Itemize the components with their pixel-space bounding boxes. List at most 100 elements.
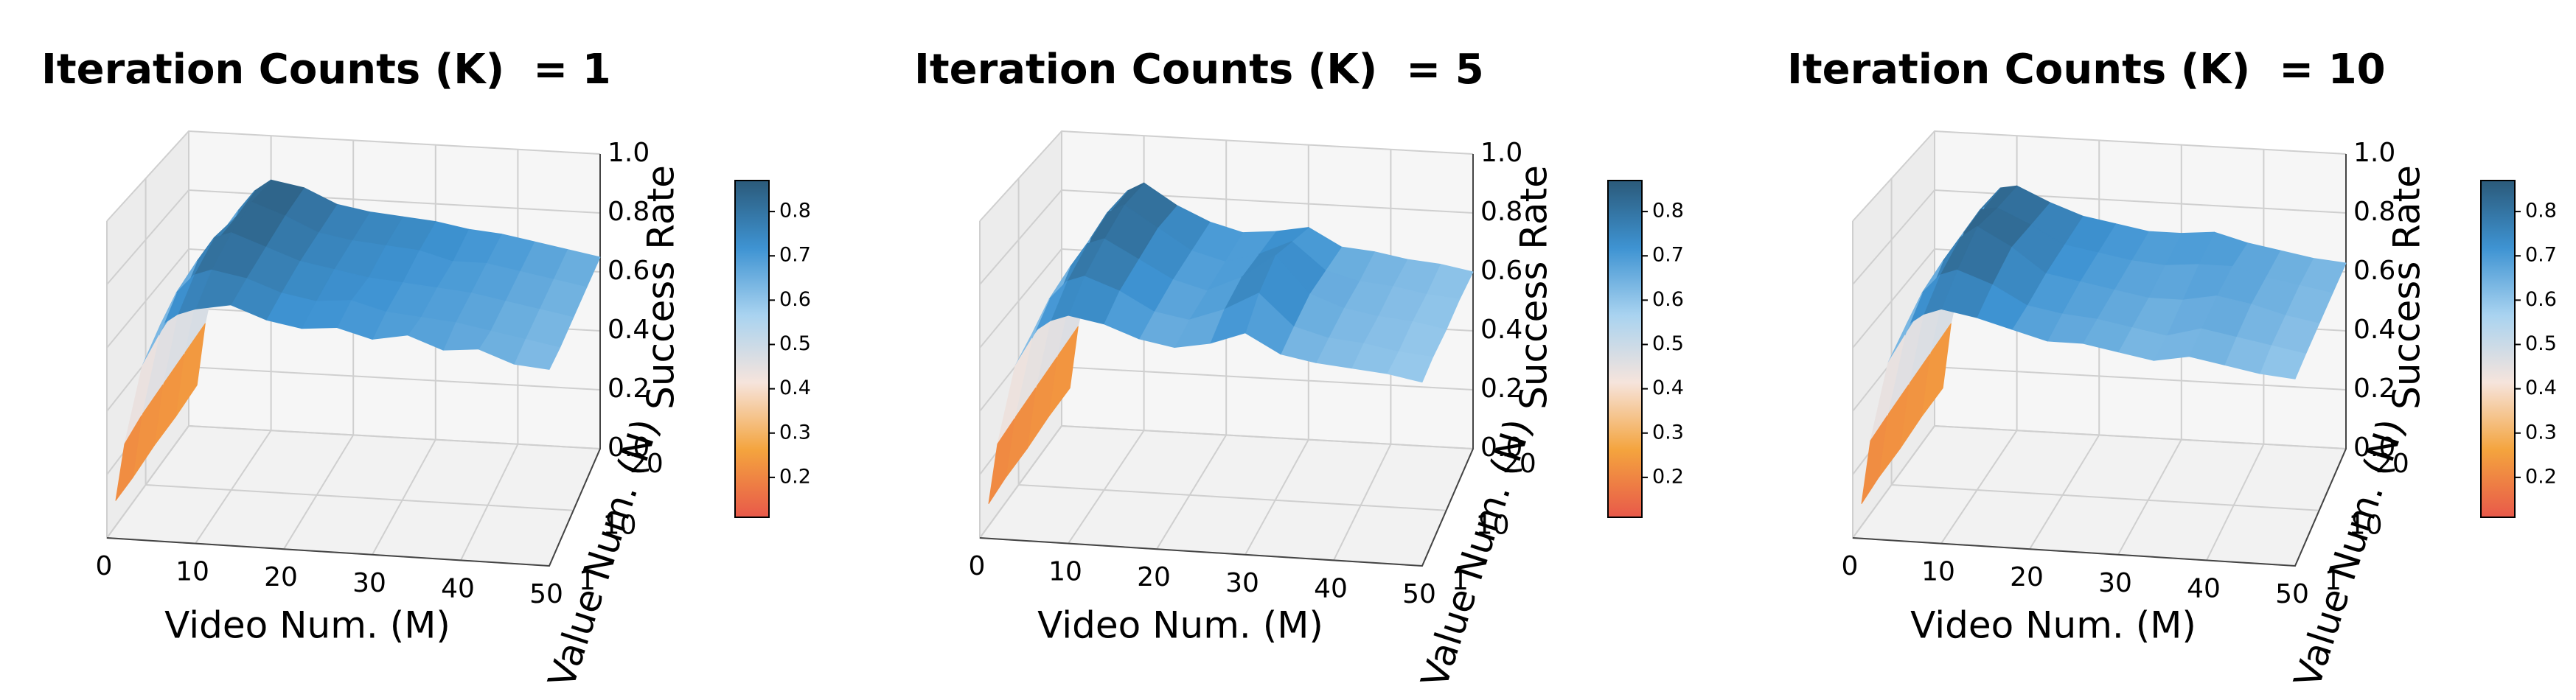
colorbar-tick-label: 0.5 — [779, 332, 811, 355]
colorbar-tick-label: 0.3 — [1652, 421, 1684, 444]
subplot: 0 10 20 30 40 50 110200.00.20.40.60.81.0Iterat… — [914, 46, 1684, 693]
x-axis-label: Video Num. (M) — [1910, 604, 2196, 647]
z-tick-label: 1.0 — [2353, 138, 2395, 168]
colorbar-tick-label: 0.5 — [2525, 332, 2557, 355]
z-tick-label: 0.2 — [2353, 374, 2395, 404]
z-tick-label: 0.6 — [2353, 256, 2395, 286]
colorbar-tick-label: 0.4 — [1652, 377, 1684, 399]
z-tick-label: 0.0 — [1480, 433, 1522, 463]
x-tick-label: 50 — [1402, 579, 1436, 609]
surface-patch — [115, 415, 142, 501]
z-tick-label: 0.6 — [1480, 256, 1522, 286]
floor-pane — [980, 426, 1473, 566]
z-tick-label: 1.0 — [608, 138, 650, 168]
chart-title: Iteration Counts (K) = 1 — [41, 46, 611, 94]
y-tick-label: 10 — [1476, 511, 1510, 541]
colorbar-tick-label: 0.2 — [1652, 465, 1684, 488]
colorbar-tick-label: 0.6 — [1652, 288, 1684, 311]
x-tick-label: 30 — [1225, 568, 1259, 598]
floor-pane — [107, 426, 600, 566]
x-tick-label: 40 — [441, 573, 475, 603]
z-tick-label: 0.8 — [1480, 197, 1522, 227]
x-tick-label: 0 — [969, 551, 986, 581]
colorbar-tick-label: 0.6 — [779, 288, 811, 311]
subplot: 0 10 20 30 40 50 110200.00.20.40.60.81.0Iterat… — [1787, 46, 2557, 693]
chart-title: Iteration Counts (K) = 5 — [914, 46, 1484, 94]
colorbar — [734, 180, 770, 518]
z-tick-label: 0.4 — [1480, 315, 1522, 345]
z-tick-label: 0.8 — [608, 197, 650, 227]
colorbar-tick-label: 0.4 — [779, 377, 811, 399]
x-tick-label: 20 — [1137, 562, 1171, 592]
colorbar — [1607, 180, 1643, 518]
z-tick-label: 1.0 — [1480, 138, 1522, 168]
surface-patch — [988, 418, 1015, 504]
colorbar-tick-label: 0.7 — [779, 244, 811, 267]
x-tick-label: 0 — [96, 551, 113, 581]
y-tick-label: 20 — [630, 449, 664, 479]
colorbar-tick-label: 0.8 — [2525, 200, 2557, 223]
z-tick-label: 0.0 — [608, 433, 650, 463]
grid-line — [1852, 130, 2347, 222]
colorbar-tick-label: 0.8 — [779, 200, 811, 223]
x-tick-label: 50 — [2275, 579, 2309, 609]
axis-line — [1852, 154, 2347, 567]
grid-line — [979, 424, 1474, 539]
colorbar-tick-label: 0.8 — [1652, 200, 1684, 223]
x-tick-label: 0 — [1842, 551, 1859, 581]
x-tick-label: 10 — [1921, 557, 1955, 587]
z-axis-label: Success Rate — [640, 165, 683, 410]
z-tick-label: 0.2 — [608, 374, 650, 404]
colorbar-tick-label: 0.4 — [2525, 377, 2557, 399]
grid-line — [106, 130, 601, 222]
x-tick-label: 30 — [2098, 568, 2132, 598]
z-axis-label: Success Rate — [2386, 165, 2429, 410]
x-tick-label: 40 — [1314, 573, 1348, 603]
x-tick-label: 10 — [175, 557, 209, 587]
z-tick-label: 0.4 — [608, 315, 650, 345]
floor-pane — [1853, 426, 2346, 566]
z-tick-label: 0.0 — [2353, 433, 2395, 463]
axis-line — [106, 154, 601, 567]
grid-line — [979, 130, 1474, 222]
grid-line — [1852, 189, 2347, 285]
x-axis-label: Video Num. (M) — [1037, 604, 1323, 647]
y-tick-label: 20 — [1503, 449, 1536, 479]
z-tick-label: 0.2 — [1480, 374, 1522, 404]
colorbar-tick-label: 0.2 — [779, 465, 811, 488]
y-tick-label: 10 — [603, 511, 637, 541]
y-tick-label: 10 — [2349, 511, 2383, 541]
colorbar-tick-label: 0.5 — [1652, 332, 1684, 355]
surface-patch — [1861, 415, 1888, 504]
y-tick-label: 20 — [2375, 449, 2409, 479]
x-tick-label: 10 — [1048, 557, 1082, 587]
z-tick-label: 0.8 — [2353, 197, 2395, 227]
grid-line — [1852, 424, 2347, 539]
x-tick-label: 40 — [2187, 573, 2221, 603]
subplot: 0 10 20 30 40 50 110200.00.20.40.60.81.0Iterat… — [41, 46, 811, 693]
colorbar-tick-label: 0.3 — [2525, 421, 2557, 444]
colorbar-tick-label: 0.7 — [2525, 244, 2557, 267]
x-tick-label: 20 — [264, 562, 298, 592]
colorbar-tick-label: 0.2 — [2525, 465, 2557, 488]
y-tick-label: 1 — [1452, 566, 1469, 596]
z-axis-label: Success Rate — [1513, 165, 1556, 410]
colorbar — [2480, 180, 2516, 518]
x-axis-label: Video Num. (M) — [164, 604, 450, 647]
grid-line — [979, 189, 1474, 285]
colorbar-tick-label: 0.6 — [2525, 288, 2557, 311]
z-tick-label: 0.6 — [608, 256, 650, 286]
x-tick-label: 20 — [2010, 562, 2044, 592]
x-tick-label: 50 — [529, 579, 563, 609]
y-tick-label: 1 — [579, 566, 596, 596]
colorbar-tick-label: 0.7 — [1652, 244, 1684, 267]
chart-title: Iteration Counts (K) = 10 — [1787, 46, 2386, 94]
grid-line — [106, 424, 601, 539]
axis-line — [979, 154, 1474, 567]
x-tick-label: 30 — [352, 568, 386, 598]
z-tick-label: 0.4 — [2353, 315, 2395, 345]
colorbar-tick-label: 0.3 — [779, 421, 811, 444]
grid-line — [106, 189, 601, 285]
